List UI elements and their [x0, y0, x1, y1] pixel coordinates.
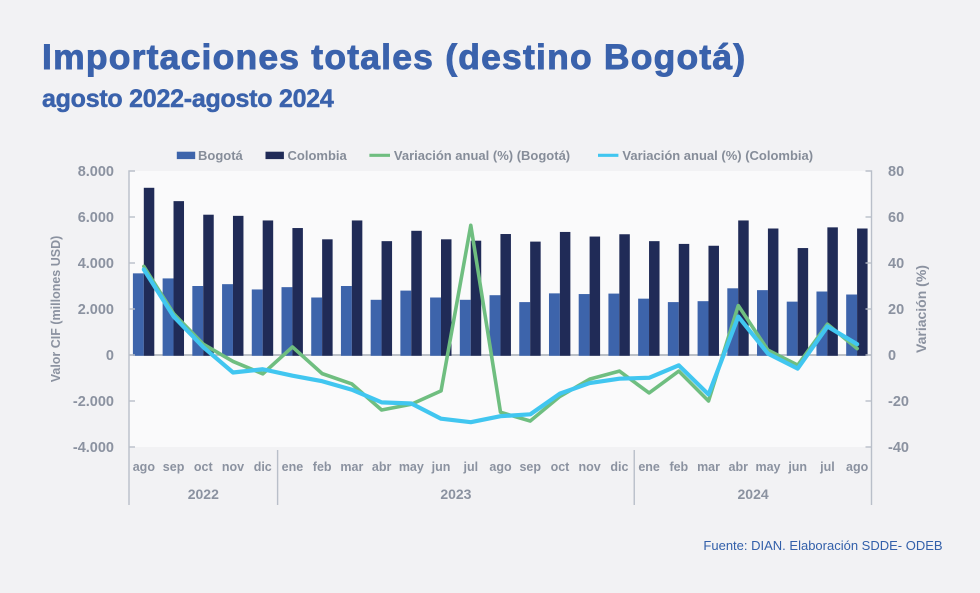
svg-text:-4.000: -4.000: [73, 440, 114, 456]
svg-text:-20: -20: [888, 394, 909, 410]
svg-text:Variación (%): Variación (%): [913, 265, 929, 353]
svg-text:2022: 2022: [188, 486, 219, 502]
svg-text:mar: mar: [697, 460, 720, 474]
svg-text:-2.000: -2.000: [73, 394, 114, 410]
svg-text:2023: 2023: [440, 486, 471, 502]
svg-text:ago: ago: [133, 460, 156, 474]
svg-text:40: 40: [888, 256, 904, 272]
svg-text:nov: nov: [222, 460, 244, 474]
svg-text:-40: -40: [888, 440, 909, 456]
svg-text:Colombia: Colombia: [288, 148, 348, 163]
svg-text:nov: nov: [579, 460, 601, 474]
svg-text:ene: ene: [282, 460, 304, 474]
svg-text:ene: ene: [638, 460, 660, 474]
svg-text:Fuente: DIAN. Elaboración SDDE: Fuente: DIAN. Elaboración SDDE- ODEB: [703, 538, 942, 553]
svg-text:may: may: [399, 460, 424, 474]
svg-text:Bogotá: Bogotá: [198, 148, 244, 163]
svg-text:agosto 2022-agosto 2024: agosto 2022-agosto 2024: [42, 85, 334, 113]
svg-text:mar: mar: [340, 460, 363, 474]
svg-text:0: 0: [106, 348, 114, 364]
svg-text:jun: jun: [787, 460, 807, 474]
svg-text:4.000: 4.000: [78, 256, 114, 272]
svg-text:ago: ago: [846, 460, 869, 474]
svg-text:dic: dic: [254, 460, 272, 474]
svg-text:80: 80: [888, 164, 904, 180]
svg-text:jun: jun: [431, 460, 451, 474]
svg-text:Importaciones totales (destino: Importaciones totales (destino Bogotá): [42, 37, 746, 77]
svg-text:ago: ago: [489, 460, 512, 474]
svg-text:6.000: 6.000: [78, 210, 114, 226]
svg-text:oct: oct: [194, 460, 214, 474]
svg-text:20: 20: [888, 302, 904, 318]
svg-text:8.000: 8.000: [78, 164, 114, 180]
svg-text:2.000: 2.000: [78, 302, 114, 318]
svg-text:Variación anual (%) (Bogotá): Variación anual (%) (Bogotá): [394, 148, 570, 163]
svg-text:60: 60: [888, 210, 904, 226]
svg-text:feb: feb: [313, 460, 332, 474]
svg-text:jul: jul: [462, 460, 478, 474]
svg-text:dic: dic: [610, 460, 628, 474]
svg-text:0: 0: [888, 348, 896, 364]
svg-text:sep: sep: [163, 460, 185, 474]
svg-text:abr: abr: [729, 460, 749, 474]
svg-text:oct: oct: [551, 460, 571, 474]
svg-text:Valor CIF (millones USD): Valor CIF (millones USD): [49, 236, 63, 383]
svg-text:feb: feb: [669, 460, 688, 474]
svg-text:sep: sep: [519, 460, 541, 474]
svg-text:abr: abr: [372, 460, 392, 474]
svg-text:2024: 2024: [738, 486, 769, 502]
svg-text:Variación anual (%) (Colombia): Variación anual (%) (Colombia): [622, 148, 813, 163]
svg-text:jul: jul: [819, 460, 835, 474]
svg-text:may: may: [755, 460, 780, 474]
